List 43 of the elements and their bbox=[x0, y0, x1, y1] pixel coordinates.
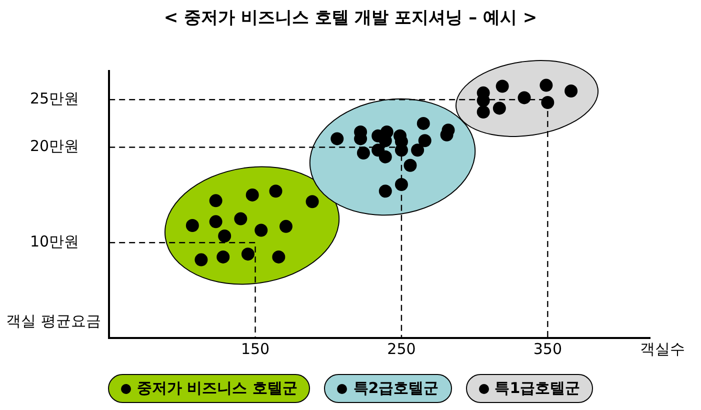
x-tick-label: 150 bbox=[240, 340, 270, 358]
point bbox=[241, 248, 254, 261]
point bbox=[541, 96, 554, 109]
point bbox=[209, 194, 222, 208]
chart-title: < 중저가 비즈니스 호텔 개발 포지셔닝 – 예시 > bbox=[162, 7, 538, 29]
point bbox=[394, 178, 408, 191]
point bbox=[496, 80, 509, 93]
legend-label: 특2급호텔군 bbox=[353, 379, 439, 398]
point bbox=[272, 250, 286, 264]
point bbox=[356, 146, 370, 160]
point bbox=[246, 188, 259, 202]
point bbox=[216, 250, 230, 264]
point bbox=[194, 253, 208, 266]
x-tick-label: 250 bbox=[387, 340, 416, 358]
point bbox=[209, 215, 222, 228]
point bbox=[254, 224, 268, 237]
point bbox=[518, 91, 531, 104]
point bbox=[330, 132, 344, 146]
point bbox=[306, 195, 319, 208]
y-axis-title: 객실 평균요금 bbox=[6, 312, 101, 331]
point bbox=[378, 184, 392, 198]
legend-label: 중저가 비즈니스 호텔군 bbox=[136, 379, 298, 398]
x-tick-label: 350 bbox=[533, 340, 562, 358]
x-axis-title: 객실수 bbox=[640, 340, 685, 359]
point bbox=[411, 144, 424, 157]
legend-label: 특1급호텔군 bbox=[494, 379, 580, 398]
point bbox=[218, 229, 232, 242]
point bbox=[394, 144, 408, 157]
point bbox=[476, 106, 490, 119]
point bbox=[378, 150, 392, 164]
point bbox=[416, 116, 430, 130]
point bbox=[418, 134, 432, 148]
y-tick-label: 10만원 bbox=[30, 232, 80, 251]
point bbox=[540, 78, 553, 92]
point bbox=[564, 84, 578, 98]
point bbox=[492, 102, 506, 115]
y-tick-label: 20만원 bbox=[30, 137, 80, 156]
point bbox=[186, 218, 199, 232]
point bbox=[404, 158, 417, 172]
point bbox=[279, 220, 292, 233]
y-tick-label: 25만원 bbox=[30, 90, 80, 108]
point bbox=[269, 184, 282, 198]
point bbox=[234, 212, 248, 226]
